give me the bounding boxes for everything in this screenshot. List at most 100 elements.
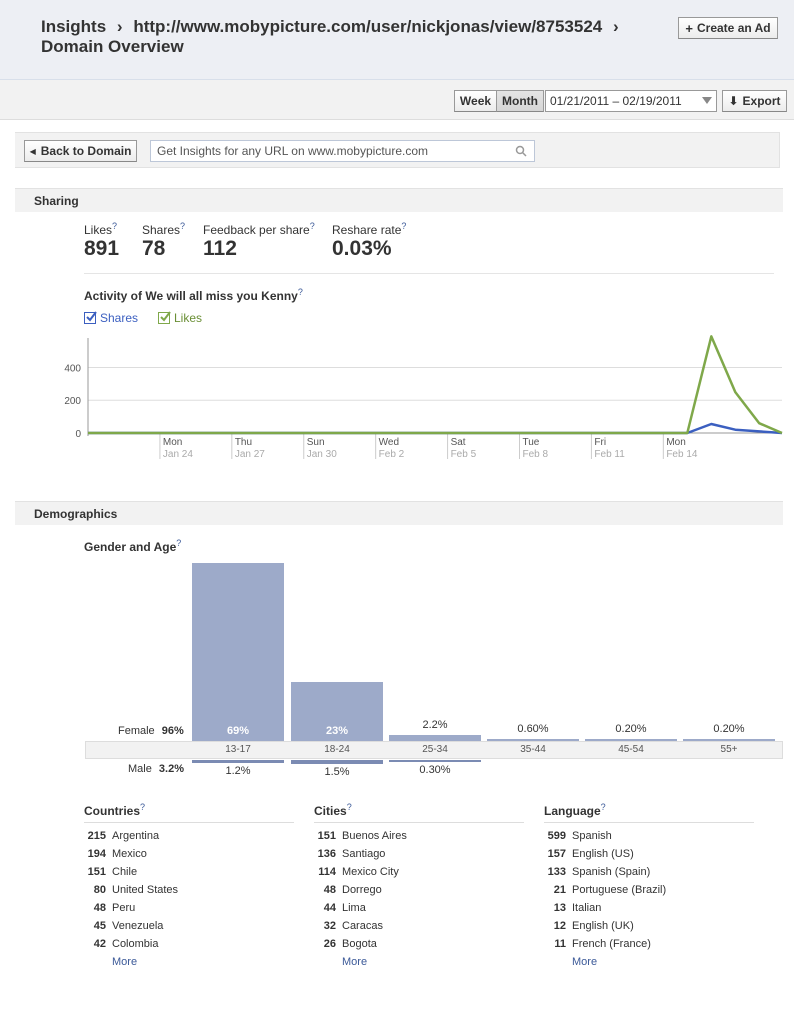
x-tick-day: Fri <box>594 437 606 448</box>
create-ad-button[interactable]: + Create an Ad <box>678 17 778 39</box>
export-button[interactable]: ⬇ Export <box>722 90 787 112</box>
x-tick-date: Feb 14 <box>666 449 698 460</box>
legend-likes-toggle[interactable]: Likes <box>158 311 202 325</box>
list-item-count: 80 <box>93 884 106 896</box>
date-range-select[interactable]: 01/21/2011 – 02/19/2011 <box>545 90 717 112</box>
countries-title-text: Countries <box>84 804 141 818</box>
magnifier-icon[interactable] <box>515 145 527 157</box>
x-tick-day: Mon <box>666 437 685 448</box>
help-icon[interactable]: ? <box>309 221 315 231</box>
cities-list: 151 Buenos Aires 136 Santiago 114 Mexico City… <box>314 830 524 956</box>
create-ad-label: Create an Ad <box>697 21 771 35</box>
list-item-name: Mexico City <box>342 866 399 878</box>
breadcrumb-separator: › <box>612 17 619 36</box>
list-item-name: Bogota <box>342 938 377 950</box>
language-more-link[interactable]: More <box>572 956 598 968</box>
x-tick-day: Mon <box>163 437 182 448</box>
male-label: Male <box>128 763 152 775</box>
list-item-count: 151 <box>87 866 106 878</box>
list-item-name: Chile <box>112 866 138 878</box>
list-item-name: English (UK) <box>572 920 634 932</box>
month-button[interactable]: Month <box>497 90 544 112</box>
x-tick-day: Sat <box>451 437 466 448</box>
help-icon[interactable]: ? <box>401 221 407 231</box>
metric-label: Shares <box>142 223 181 237</box>
metric-value: 78 <box>142 237 166 260</box>
female-bar <box>291 682 383 741</box>
url-search-input[interactable]: Get Insights for any URL on www.mobypict… <box>150 140 535 162</box>
help-icon[interactable]: ? <box>176 538 182 548</box>
y-tick-label: 200 <box>64 396 81 407</box>
list-item: 12 English (UK) <box>544 920 754 938</box>
x-tick-date: Feb 8 <box>523 449 549 460</box>
week-button[interactable]: Week <box>454 90 497 112</box>
back-label: Back to Domain <box>40 144 132 158</box>
back-to-domain-button[interactable]: ◀ Back to Domain <box>24 140 137 162</box>
breadcrumb-insights[interactable]: Insights <box>41 17 107 36</box>
age-category-label: 45-54 <box>618 744 644 755</box>
list-item-count: 11 <box>554 938 566 950</box>
help-icon[interactable]: ? <box>112 221 118 231</box>
legend-likes-label: Likes <box>174 311 203 325</box>
search-placeholder: Get Insights for any URL on www.mobypict… <box>157 144 428 158</box>
help-icon[interactable]: ? <box>600 802 606 812</box>
x-tick-date: Jan 24 <box>163 449 193 460</box>
help-icon[interactable]: ? <box>346 802 352 812</box>
list-item-name: Spanish (Spain) <box>572 866 651 878</box>
help-icon[interactable]: ? <box>140 802 146 812</box>
list-item-count: 136 <box>317 848 336 860</box>
male-bar-label: 0.30% <box>419 764 451 776</box>
help-icon[interactable]: ? <box>180 221 186 231</box>
list-item: 48 Dorrego <box>314 884 524 902</box>
list-item-name: Caracas <box>342 920 383 932</box>
x-tick-day: Tue <box>523 437 540 448</box>
metric-label: Reshare rate <box>332 223 402 237</box>
cities-more-link[interactable]: More <box>342 956 368 968</box>
list-item-name: Portuguese (Brazil) <box>572 884 667 896</box>
legend-shares-toggle[interactable]: Shares <box>84 311 138 325</box>
list-item: 80 United States <box>84 884 294 902</box>
language-panel: Language? 599 Spanish 157 English (US) 133 Sp… <box>544 802 754 968</box>
sharing-section-header: Sharing <box>15 188 783 212</box>
list-item-count: 48 <box>323 884 336 896</box>
down-arrow-icon: ⬇ <box>728 94 739 108</box>
age-category-label: 55+ <box>720 744 738 755</box>
male-bar <box>192 760 284 763</box>
countries-more-link[interactable]: More <box>112 956 138 968</box>
male-legend: Male 3.2% <box>128 763 184 775</box>
list-item-count: 45 <box>93 920 106 932</box>
male-bar <box>389 760 481 762</box>
x-tick-date: Feb 2 <box>379 449 405 460</box>
female-bar-label: 0.20% <box>713 723 745 735</box>
list-item-count: 215 <box>87 830 106 842</box>
x-tick-date: Feb 11 <box>594 449 625 460</box>
date-range-value: 01/21/2011 – 02/19/2011 <box>550 94 682 108</box>
list-item: 133 Spanish (Spain) <box>544 866 754 884</box>
list-item: 136 Santiago <box>314 848 524 866</box>
female-bar <box>192 563 284 741</box>
female-bar-label: 69% <box>226 725 250 737</box>
breadcrumb-url[interactable]: http://www.mobypicture.com/user/nickjona… <box>133 17 603 36</box>
divider <box>84 273 774 274</box>
age-axis-row <box>85 741 783 759</box>
list-item-count: 13 <box>553 902 566 914</box>
list-item: 157 English (US) <box>544 848 754 866</box>
list-item: 11 French (France) <box>544 938 754 956</box>
age-category-label: 18-24 <box>324 744 350 755</box>
list-item: 151 Chile <box>84 866 294 884</box>
breadcrumb-separator: › <box>116 17 123 36</box>
metric-shares: Shares? 78 <box>142 221 185 261</box>
cities-title: Cities? <box>314 802 524 823</box>
list-item-name: Venezuela <box>112 920 164 932</box>
list-item-name: French (France) <box>572 938 651 950</box>
list-item: 599 Spanish <box>544 830 754 848</box>
female-bar <box>683 739 775 741</box>
countries-title: Countries? <box>84 802 294 823</box>
checkbox-checked-icon <box>84 311 97 324</box>
plus-icon: + <box>685 20 693 36</box>
list-item-name: Buenos Aires <box>342 830 407 842</box>
list-item: 26 Bogota <box>314 938 524 956</box>
help-icon[interactable]: ? <box>297 287 303 297</box>
list-item-name: United States <box>112 884 179 896</box>
